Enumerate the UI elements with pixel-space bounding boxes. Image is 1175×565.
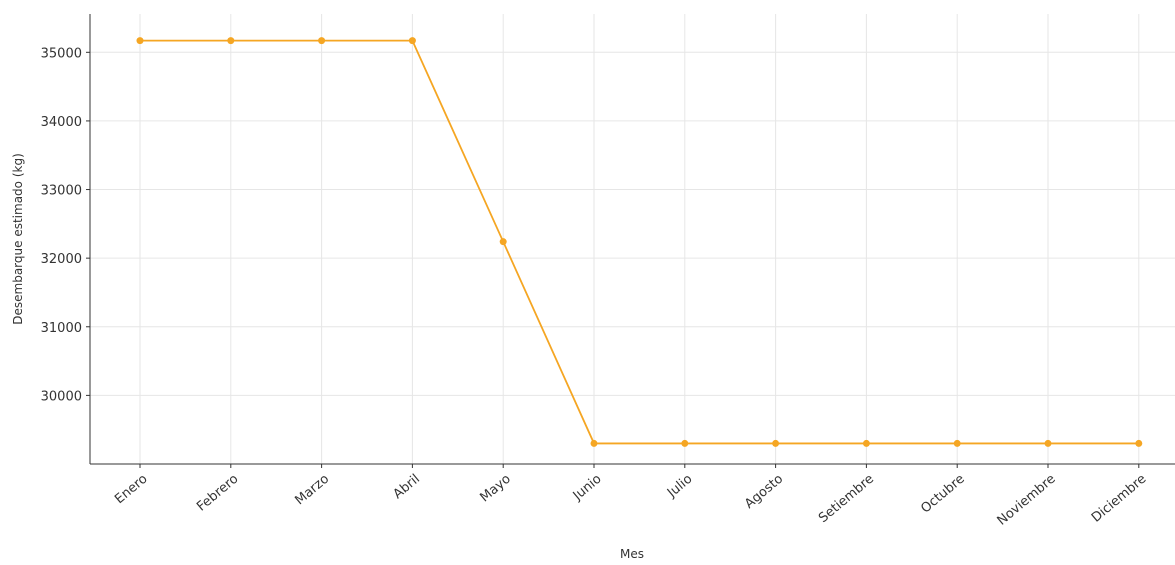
y-tick-label: 30000 — [41, 389, 82, 404]
data-point — [499, 238, 507, 246]
y-tick-label: 33000 — [41, 184, 82, 199]
data-point — [862, 439, 870, 447]
data-point — [590, 439, 598, 447]
x-tick-label: Agosto — [742, 472, 786, 512]
x-tick-label: Febrero — [194, 472, 241, 515]
x-tick-labels: Enero Febrero Marzo Abril Mayo Junio Julio Agos… — [112, 464, 1149, 529]
data-point — [953, 439, 961, 447]
x-tick-label: Julio — [664, 472, 695, 502]
data-point — [772, 439, 780, 447]
y-tick-label: 32000 — [41, 252, 82, 267]
x-tick-label: Junio — [570, 472, 605, 505]
y-tick-label: 35000 — [41, 46, 82, 61]
x-tick-label: Mayo — [477, 472, 513, 506]
grid — [90, 14, 1175, 464]
data-point — [318, 37, 326, 45]
x-tick-label: Diciembre — [1089, 472, 1149, 526]
x-tick-label: Octubre — [918, 472, 968, 517]
x-tick-label: Noviembre — [995, 472, 1059, 529]
y-axis-title: Desembarque estimado (kg) — [11, 153, 25, 324]
y-tick-label: 34000 — [41, 115, 82, 130]
y-tick-labels: 30000 31000 32000 33000 34000 35000 — [41, 46, 90, 404]
data-point — [1135, 439, 1143, 447]
x-tick-label: Enero — [112, 472, 150, 508]
data-point — [681, 439, 689, 447]
data-point — [227, 37, 235, 45]
data-point — [136, 37, 144, 45]
series-layer — [136, 37, 1143, 447]
x-axis-title: Mes — [620, 547, 644, 561]
data-point — [408, 37, 416, 45]
series-line — [140, 39, 1139, 445]
x-tick-label: Abril — [391, 472, 423, 503]
y-tick-label: 31000 — [41, 321, 82, 336]
axes — [89, 14, 1175, 465]
x-tick-label: Marzo — [292, 472, 332, 509]
data-point — [1044, 439, 1052, 447]
x-tick-label: Setiembre — [816, 472, 877, 527]
